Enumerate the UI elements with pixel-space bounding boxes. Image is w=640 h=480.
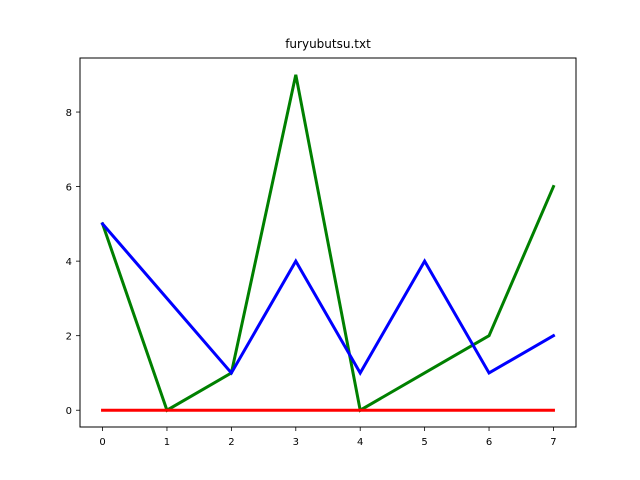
x-tick-label: 1 <box>164 437 170 448</box>
x-tick-label: 7 <box>550 437 556 448</box>
y-tick-label: 4 <box>66 257 72 268</box>
y-axis: 0 2 4 6 8 <box>66 108 80 417</box>
series-layer <box>100 74 556 413</box>
x-tick-label: 0 <box>99 437 105 448</box>
series-line-2 <box>100 221 556 376</box>
x-tick-label: 5 <box>421 437 427 448</box>
x-axis: 0 1 2 3 4 5 6 7 <box>99 427 557 448</box>
y-tick-label: 6 <box>66 183 72 194</box>
x-tick-label: 3 <box>293 437 299 448</box>
y-tick-label: 2 <box>66 332 72 343</box>
x-tick-label: 2 <box>228 437 234 448</box>
x-tick-label: 6 <box>486 437 492 448</box>
y-tick-label: 8 <box>66 108 72 119</box>
chart-title: furyubutsu.txt <box>285 37 371 51</box>
x-tick-label: 4 <box>357 437 363 448</box>
series-line-1 <box>100 74 556 413</box>
y-tick-label: 0 <box>66 406 72 417</box>
plot-frame <box>79 57 577 428</box>
